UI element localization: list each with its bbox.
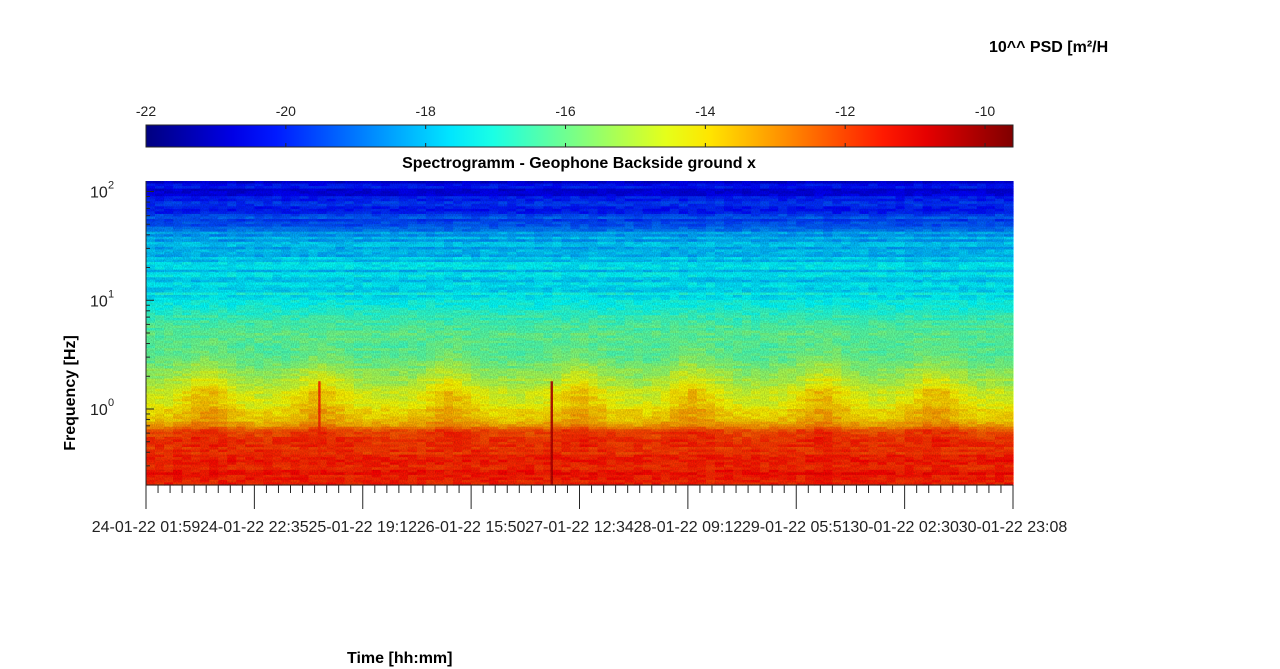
colorbar-tick-label: -20 [276, 103, 296, 119]
colorbar-tick-label: -18 [416, 103, 436, 119]
colorbar-tick-label: -16 [555, 103, 575, 119]
colorbar: -22 -20 -18 -16 -14 -12 -10 [136, 103, 1014, 148]
spectrogram-plot-area [146, 181, 1014, 486]
colorbar-tick-label: -12 [835, 103, 855, 119]
colorbar-tick-label: -10 [975, 103, 995, 119]
colorbar-gradient [145, 124, 1014, 148]
colorbar-title: 10^^ PSD [m²/H [989, 39, 1109, 56]
colorbar-tick-label: -22 [136, 103, 156, 119]
x-axis-label: Time [hh:mm] [347, 650, 453, 667]
colorbar-tick-label: -14 [695, 103, 715, 119]
chart-title: Spectrogramm - Geophone Backside ground … [402, 155, 756, 172]
